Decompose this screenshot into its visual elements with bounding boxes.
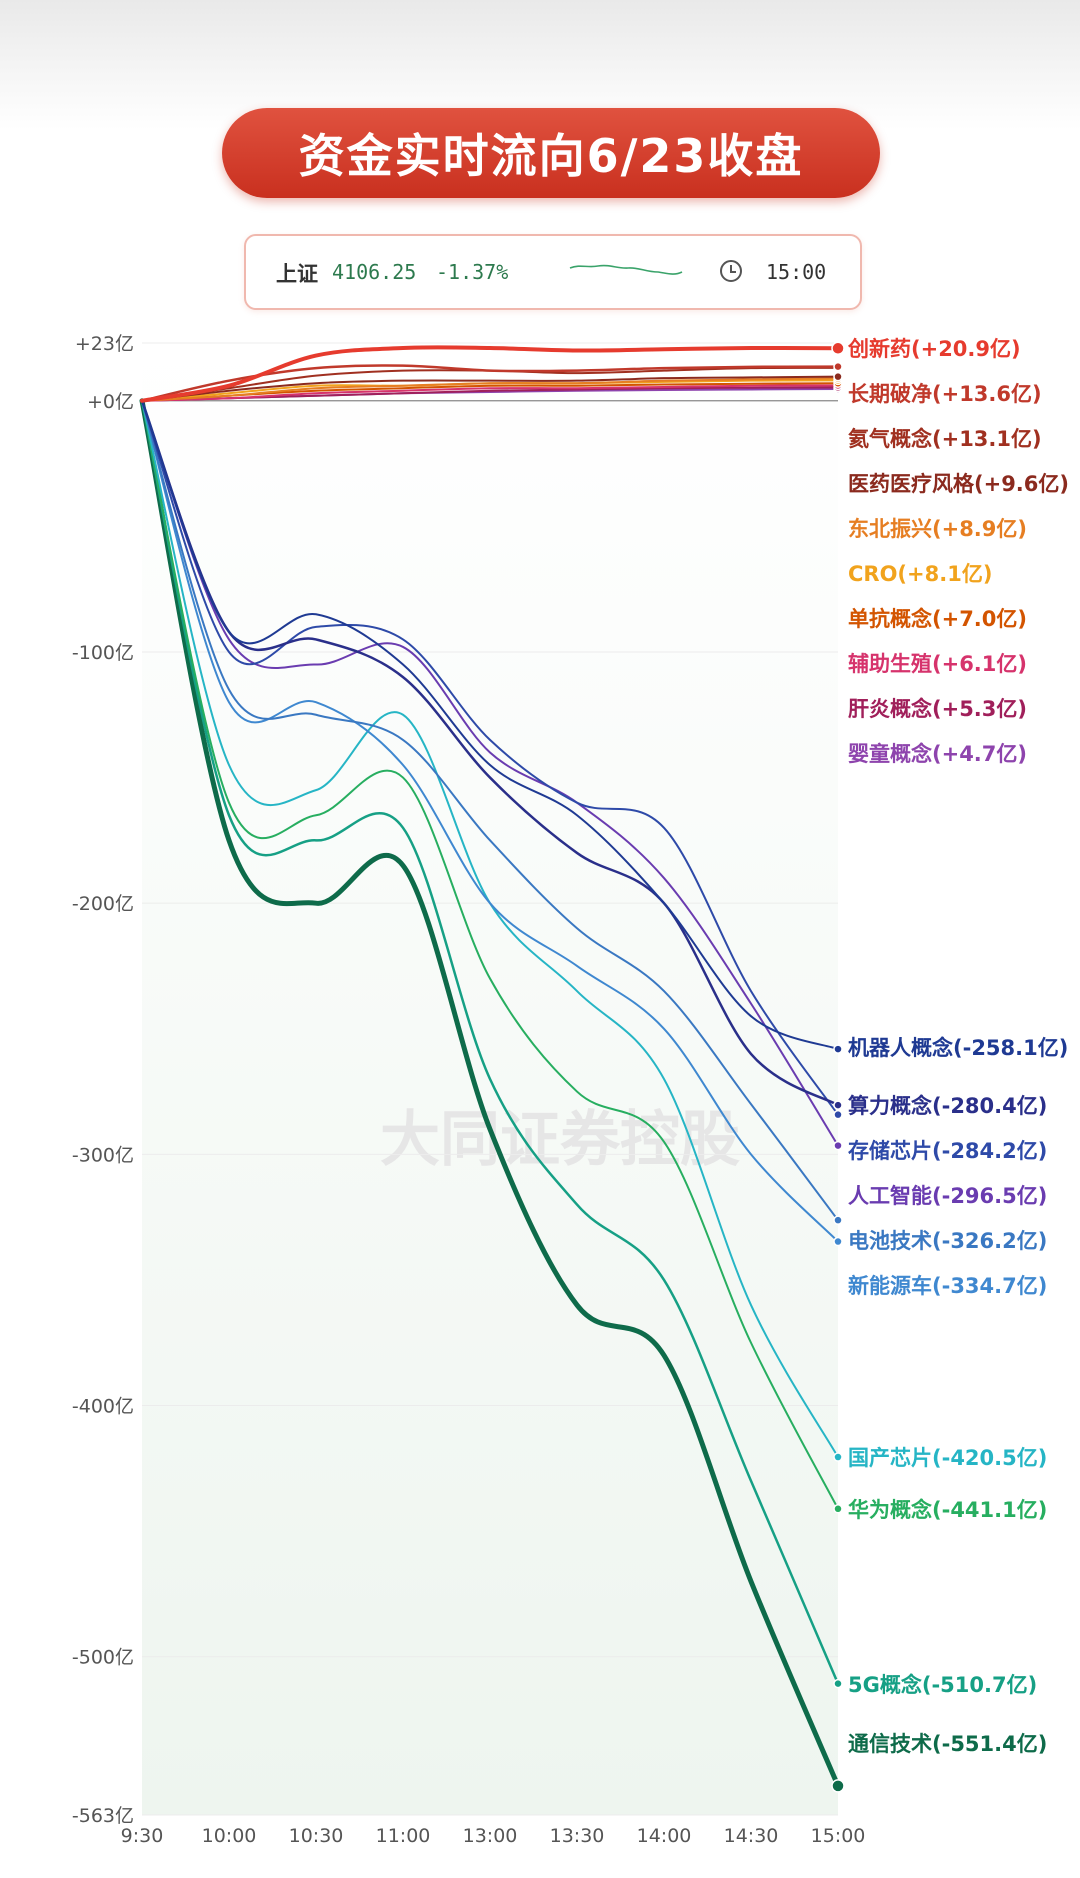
x-tick-label: 10:00: [202, 1825, 257, 1847]
watermark-text: 大同证券控股: [380, 1105, 740, 1175]
series-endpoint-机器人概念: [833, 1044, 843, 1054]
series-endpoint-通信技术: [831, 1779, 845, 1793]
x-tick-label: 14:00: [637, 1825, 692, 1847]
x-tick-label: 14:30: [724, 1825, 779, 1847]
series-endpoint-算力概念: [833, 1100, 843, 1110]
series-label-氦气概念: 氦气概念(+13.1亿): [848, 427, 1042, 451]
series-endpoint-华为概念: [833, 1504, 843, 1514]
series-endpoint-人工智能: [833, 1140, 843, 1151]
series-label-医药医疗风格: 医药医疗风格(+9.6亿): [848, 472, 1069, 496]
series-endpoint-创新药: [831, 341, 845, 356]
y-tick-label: +0亿: [87, 391, 134, 413]
series-label-通信技术: 通信技术(-551.4亿): [848, 1732, 1047, 1756]
y-tick-label: -100亿: [72, 642, 134, 664]
series-line-机器人概念: [141, 399, 839, 1051]
series-line-存储芯片: [141, 399, 839, 1116]
series-line-电池技术: [141, 399, 839, 1222]
y-tick-label: -200亿: [72, 893, 134, 915]
series-label-电池技术: 电池技术(-326.2亿): [848, 1229, 1047, 1253]
series-label-婴童概念: 婴童概念(+4.7亿): [848, 742, 1027, 766]
series-label-辅助生殖: 辅助生殖(+6.1亿): [848, 652, 1027, 676]
chart-title: 资金实时流向6/23收盘: [298, 129, 804, 183]
series-label-CRO: CRO(+8.1亿): [848, 562, 992, 586]
series-label-东北振兴: 东北振兴(+8.9亿): [848, 517, 1027, 541]
index-change: -1.37%: [436, 260, 509, 284]
x-tick-label: 13:30: [550, 1825, 605, 1847]
series-endpoint-长期破净: [833, 361, 843, 372]
chart-title-banner: 资金实时流向6/23收盘: [222, 108, 880, 198]
series-label-算力概念: 算力概念(-280.4亿): [848, 1094, 1047, 1118]
series-line-东北振兴: [141, 377, 839, 402]
y-tick-label: -300亿: [72, 1144, 134, 1166]
index-time: 15:00: [766, 260, 827, 284]
index-value: 4106.25: [332, 260, 417, 284]
series-endpoint-电池技术: [833, 1215, 843, 1225]
series-line-创新药: [140, 345, 840, 403]
series-label-新能源车: 新能源车(-334.7亿): [848, 1274, 1047, 1298]
index-name: 上证: [276, 262, 318, 286]
y-tick-label: -500亿: [72, 1647, 134, 1669]
series-line-医药医疗风格: [141, 375, 839, 402]
series-label-华为概念: 华为概念(-441.1亿): [848, 1498, 1047, 1522]
x-tick-label: 15:00: [811, 1825, 866, 1847]
series-line-国产芯片: [141, 399, 839, 1459]
x-tick-label: 13:00: [463, 1825, 518, 1847]
x-tick-label: 10:30: [289, 1825, 344, 1847]
y-tick-label: +23亿: [75, 333, 134, 355]
series-label-创新药: 创新药(+20.9亿): [847, 337, 1021, 361]
series-label-5G概念: 5G概念(-510.7亿): [848, 1673, 1037, 1697]
series-line-人工智能: [141, 399, 839, 1147]
x-tick-label: 11:00: [376, 1825, 431, 1847]
series-endpoint-存储芯片: [833, 1109, 843, 1120]
series-endpoint-新能源车: [833, 1236, 843, 1247]
series-line-5G概念: [140, 399, 840, 1685]
x-tick-label: 9:30: [121, 1825, 164, 1847]
y-tick-label: -400亿: [72, 1396, 134, 1418]
index-ticker-box: 上证 4106.25 -1.37% 15:00: [244, 234, 862, 310]
series-line-通信技术: [139, 398, 841, 1789]
series-label-单抗概念: 单抗概念(+7.0亿): [848, 607, 1027, 631]
series-label-人工智能: 人工智能(-296.5亿): [848, 1184, 1047, 1208]
series-label-存储芯片: 存储芯片(-284.2亿): [848, 1139, 1047, 1163]
y-tick-label: -563亿: [72, 1805, 134, 1827]
series-line-辅助生殖: [141, 384, 839, 402]
index-sparkline-icon: [569, 264, 683, 275]
series-label-国产芯片: 国产芯片(-420.5亿): [848, 1446, 1047, 1470]
clock-icon: [720, 260, 742, 282]
series-line-华为概念: [141, 399, 839, 1510]
series-label-肝炎概念: 肝炎概念(+5.3亿): [848, 697, 1027, 721]
series-label-机器人概念: 机器人概念(-258.1亿): [848, 1036, 1068, 1060]
series-endpoint-5G概念: [833, 1678, 843, 1689]
series-line-新能源车: [141, 399, 839, 1243]
series-label-长期破净: 长期破净(+13.6亿): [848, 382, 1042, 406]
series-endpoint-国产芯片: [833, 1452, 843, 1462]
series-endpoint-医药医疗风格: [833, 371, 843, 382]
